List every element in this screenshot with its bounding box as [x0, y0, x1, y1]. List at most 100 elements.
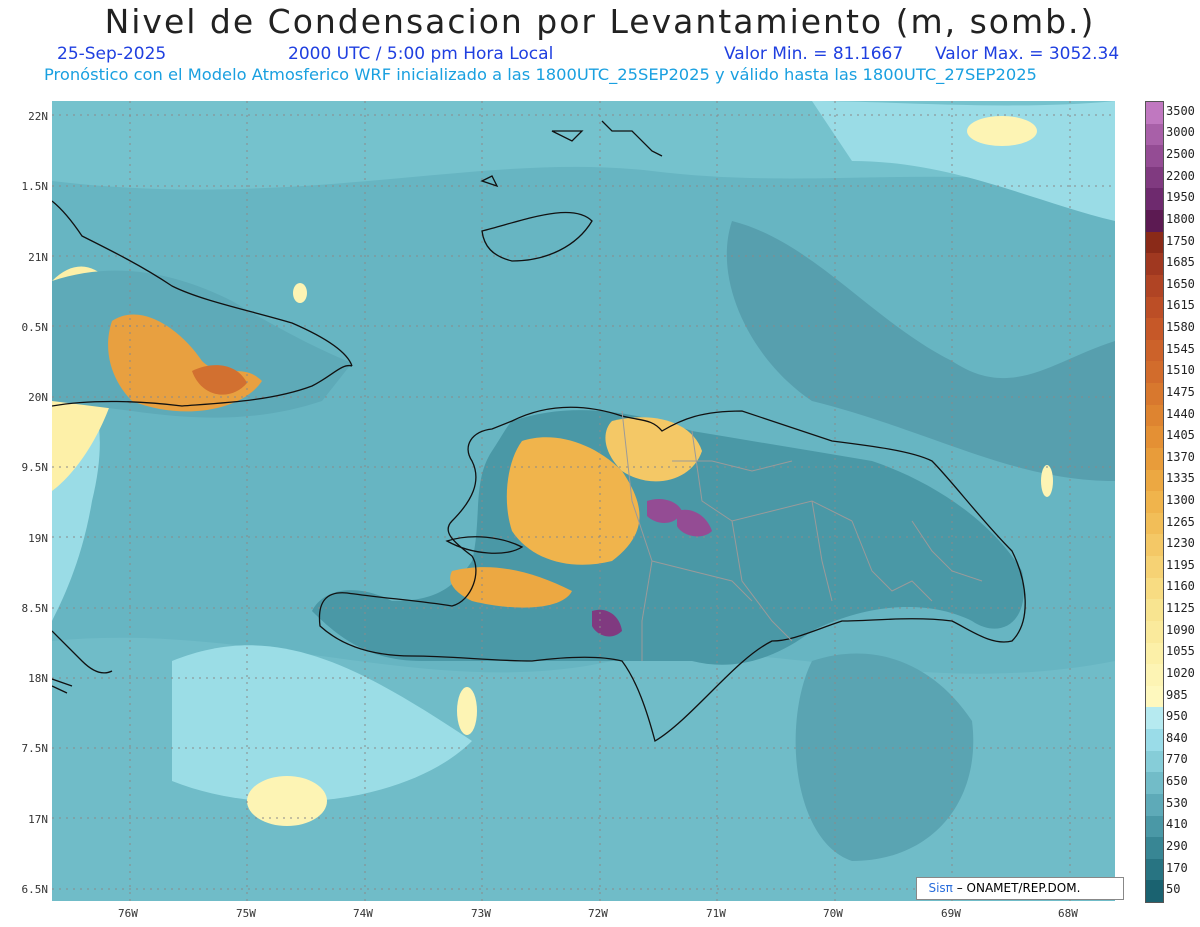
colorbar-segment — [1146, 210, 1163, 233]
colorbar-segment — [1146, 772, 1163, 795]
colorbar-label: 1335 — [1166, 471, 1195, 486]
colorbar-segment — [1146, 512, 1163, 535]
lat-label: 22N — [28, 110, 48, 123]
colorbar-label: 1020 — [1166, 665, 1195, 680]
colorbar-label: 1650 — [1166, 276, 1195, 291]
cibao-yellow — [605, 417, 702, 482]
cuba-coast — [52, 200, 353, 407]
inagua-island — [481, 211, 593, 262]
date-label: 25-Sep-2025 — [57, 44, 167, 64]
colorbar-label: 1685 — [1166, 255, 1195, 270]
colorbar-segment — [1146, 837, 1163, 860]
gonave-island — [445, 536, 524, 554]
colorbar — [1145, 101, 1164, 903]
lat-label: 1.5N — [21, 180, 49, 193]
colorbar-segment — [1146, 599, 1163, 622]
colorbar-label: 1125 — [1166, 601, 1195, 616]
purple-patch-1 — [647, 499, 682, 523]
forecast-line: Pronóstico con el Modelo Atmosferico WRF… — [44, 65, 1037, 84]
lat-label: 8.5N — [21, 602, 49, 615]
lon-label: 72W — [588, 907, 608, 920]
yellow-patch-mid-south — [457, 687, 477, 735]
colorbar-segment — [1146, 447, 1163, 471]
colorbar-segment — [1146, 664, 1163, 687]
min-value-label: Valor Min. = 81.1667 — [724, 44, 904, 64]
hispaniola-coast — [318, 406, 1026, 742]
colorbar-segment — [1146, 296, 1163, 319]
lon-label: 74W — [353, 907, 373, 920]
lat-label: 6.5N — [21, 883, 49, 896]
colorbar-segment — [1146, 858, 1163, 881]
colorbar-segment — [1146, 253, 1163, 276]
lat-label: 7.5N — [21, 742, 49, 755]
colorbar-label: 1265 — [1166, 514, 1195, 529]
lon-label: 73W — [471, 907, 491, 920]
colorbar-segment — [1146, 534, 1163, 557]
colorbar-segment — [1146, 404, 1163, 427]
colorbar-label: 1300 — [1166, 493, 1195, 507]
colorbar-label: 1950 — [1166, 190, 1195, 205]
credit-pi: π — [945, 881, 953, 895]
lon-label: 71W — [706, 907, 726, 920]
colorbar-label: 3000 — [1166, 125, 1195, 140]
colorbar-segment — [1146, 556, 1163, 579]
colorbar-label: 1230 — [1166, 536, 1195, 551]
colorbar-label: 410 — [1166, 817, 1188, 832]
haiti-orange-north — [506, 437, 640, 565]
colorbar-segment — [1146, 318, 1163, 341]
yellow-patch-east — [1041, 465, 1053, 497]
colorbar-label: 1750 — [1166, 233, 1195, 248]
lon-label: 70W — [823, 907, 843, 920]
dark-area-south — [795, 653, 974, 861]
colorbar-segment — [1146, 361, 1163, 384]
colorbar-segment — [1146, 231, 1163, 254]
credit-text: – ONAMET/REP.DOM. — [952, 881, 1081, 895]
colorbar-label: 1510 — [1166, 363, 1195, 378]
lon-label: 76W — [118, 907, 138, 920]
colorbar-label: 1195 — [1166, 557, 1195, 572]
colorbar-label: 770 — [1166, 752, 1188, 767]
lat-label: 20N — [28, 391, 48, 404]
map-area[interactable] — [52, 101, 1115, 901]
colorbar-label: 985 — [1166, 687, 1188, 702]
coastlines — [52, 120, 1026, 742]
colorbar-label: 1440 — [1166, 406, 1195, 421]
colorbar-segment — [1146, 880, 1163, 903]
haiti-orange-south — [450, 567, 572, 608]
lat-label: 21N — [28, 251, 48, 264]
colorbar-label: 50 — [1166, 882, 1181, 897]
small-islands — [52, 120, 663, 694]
colorbar-label: 3500 — [1166, 103, 1195, 118]
map-svg — [52, 101, 1115, 901]
colorbar-segment — [1146, 642, 1163, 665]
lat-label: 9.5N — [21, 461, 49, 474]
colorbar-segment — [1146, 750, 1163, 773]
colorbar-label: 2500 — [1166, 147, 1195, 162]
colorbar-segment — [1146, 188, 1163, 211]
colorbar-segment — [1146, 729, 1163, 752]
colorbar-label: 950 — [1166, 709, 1188, 724]
purple-patch-2 — [677, 509, 712, 537]
lon-label: 69W — [941, 907, 961, 920]
colorbar-segment — [1146, 166, 1163, 189]
colorbar-label: 1475 — [1166, 384, 1195, 399]
lat-label: 0.5N — [21, 321, 49, 334]
colorbar-label: 1405 — [1166, 428, 1195, 443]
colorbar-label: 2200 — [1166, 168, 1195, 183]
colorbar-segment — [1146, 577, 1163, 600]
cuba-dark-orange — [192, 365, 247, 395]
colorbar-label: 1580 — [1166, 320, 1195, 335]
colorbar-segment — [1146, 469, 1163, 492]
colorbar-label: 290 — [1166, 838, 1188, 853]
colorbar-label: 1615 — [1166, 298, 1195, 313]
colorbar-segment — [1146, 815, 1163, 838]
colorbar-segment — [1146, 793, 1163, 816]
map-title: Nivel de Condensacion por Levantamiento … — [104, 2, 1096, 41]
colorbar-segment — [1146, 620, 1163, 644]
yellow-patch-small — [293, 283, 307, 303]
max-value-label: Valor Max. = 3052.34 — [935, 44, 1120, 64]
colorbar-segment — [1146, 491, 1163, 514]
colorbar-label: 840 — [1166, 730, 1188, 745]
colorbar-label: 1800 — [1166, 211, 1195, 226]
lon-label: 68W — [1058, 907, 1078, 920]
